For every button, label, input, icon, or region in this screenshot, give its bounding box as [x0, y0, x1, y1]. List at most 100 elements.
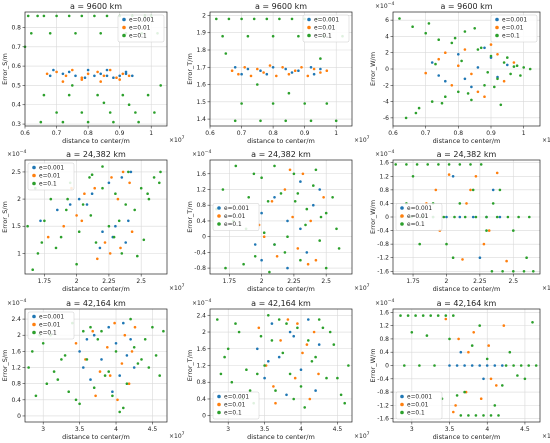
scatter-point-e01: [39, 120, 43, 124]
scatter-point-e0001: [86, 68, 90, 72]
scatter-point-e01: [284, 119, 288, 123]
scatter-point-e01: [216, 318, 219, 321]
y-tick-label: 2: [17, 332, 21, 339]
scatter-point-e01: [121, 93, 125, 97]
x-scale-label: ×107: [354, 135, 370, 144]
scatter-point-e01: [483, 84, 486, 87]
x-tick-label: 2.5: [321, 278, 331, 285]
axes-frame: [209, 11, 353, 127]
x-tick-label: 0.8: [268, 130, 278, 137]
scatter-point-e0001: [451, 175, 455, 178]
scatter-point-e0001: [105, 68, 109, 72]
scatter-point-e001: [288, 168, 292, 172]
scatter-point-e01: [519, 74, 522, 77]
scatter-point-e01: [418, 364, 421, 367]
legend-box: [117, 14, 165, 43]
scatter-point-e0001: [317, 343, 321, 346]
scatter-point-e01: [437, 163, 440, 166]
scatter-point-e01: [114, 350, 118, 353]
scatter-point-e01: [85, 358, 89, 361]
scatter-point-e001: [447, 173, 451, 176]
scatter-point-e01: [457, 90, 460, 94]
axes-frame: [24, 11, 168, 127]
scatter-point-e01: [52, 370, 56, 373]
scatter-point-e001: [322, 196, 325, 199]
scatter-point-e01: [471, 188, 475, 192]
y-scale-label: ×10−4: [192, 298, 211, 307]
scatter-point-e01: [103, 374, 107, 377]
scatter-point-e001: [96, 70, 99, 74]
scatter-point-e01: [151, 325, 154, 329]
y-tick-label: 2.4: [11, 316, 21, 323]
scatter-point-e01: [470, 344, 474, 347]
scatter-point-e01: [127, 103, 131, 106]
y-axis-label: Error_W/m: [369, 348, 377, 382]
x-tick-label: 4.5: [333, 426, 343, 433]
scatter-point-e0001: [240, 72, 243, 76]
scatter-point-e0001: [124, 70, 128, 74]
y-tick-label: -1.6: [377, 268, 389, 275]
scatter-point-e0001: [273, 196, 276, 199]
scatter-point-e001: [444, 51, 447, 54]
scatter-point-e001: [249, 74, 253, 78]
scatter-point-e01: [336, 376, 339, 380]
scatter-point-e0001: [463, 364, 466, 367]
y-tick-label: 0.8: [379, 336, 389, 343]
x-tick-label: 3: [410, 426, 414, 433]
scatter-point-e01: [237, 330, 241, 334]
legend-marker: [122, 17, 126, 22]
scatter-point-e01: [332, 343, 336, 346]
x-tick-label: 0.7: [237, 130, 247, 137]
scatter-point-e01: [71, 84, 74, 87]
scatter-point-e01: [75, 262, 78, 266]
scatter-point-e01: [319, 57, 322, 60]
scatter-point-e0001: [458, 215, 462, 219]
legend-marker: [400, 410, 404, 415]
scatter-point-e01: [240, 17, 243, 21]
scatter-point-e0001: [299, 180, 302, 183]
scatter-point-e01: [458, 202, 462, 205]
axes-frame: [392, 159, 541, 275]
scatter-point-e001: [502, 79, 506, 83]
legend-marker: [122, 25, 126, 30]
scatter-point-e01: [26, 224, 29, 228]
x-tick-label: 0.9: [486, 130, 496, 137]
scatter-point-e01: [411, 175, 415, 178]
y-tick-label: 1: [17, 250, 21, 257]
x-scale-label: ×107: [169, 431, 185, 440]
y-tick-label: 1.2: [379, 323, 389, 330]
scatter-point-e01: [414, 111, 418, 115]
scatter-point-e01: [405, 163, 408, 166]
scatter-point-e0001: [263, 376, 266, 380]
scatter-point-e0001: [125, 354, 129, 357]
scatter-point-e01: [426, 163, 430, 166]
scatter-point-e001: [450, 84, 454, 87]
scatter-point-e001: [474, 175, 478, 178]
scatter-point-e01: [147, 197, 151, 201]
legend-marker: [32, 181, 36, 186]
x-scale-label: ×107: [542, 135, 550, 144]
scatter-point-e001: [275, 254, 279, 258]
scatter-point-e001: [293, 376, 297, 380]
scatter-point-e01: [41, 342, 45, 345]
y-tick-label: 1.2: [11, 365, 21, 372]
y-tick-label: -0.4: [194, 249, 206, 256]
axes-frame: [392, 11, 541, 127]
scatter-point-e01: [77, 230, 81, 233]
scatter-point-e01: [55, 111, 58, 114]
scatter-point-e01: [463, 390, 466, 394]
scatter-point-e001: [64, 74, 68, 78]
y-axis-label: Error_S/m: [1, 350, 9, 382]
scatter-point-e01: [299, 258, 302, 262]
panel-title: a = 24,382 km: [251, 150, 311, 159]
scatter-point-e01: [493, 404, 497, 407]
scatter-point-e001: [93, 186, 96, 190]
x-tick-label: 2: [260, 278, 264, 285]
legend: e=0.001 e=0.01 e=0.1: [117, 14, 165, 43]
legend-label: e=0.001: [39, 166, 64, 172]
scatter-point-e01: [240, 102, 243, 105]
legend-box: [490, 14, 538, 43]
scatter-point-e001: [286, 318, 290, 321]
scatter-point-e001: [46, 235, 50, 239]
scatter-point-e01: [262, 231, 266, 234]
